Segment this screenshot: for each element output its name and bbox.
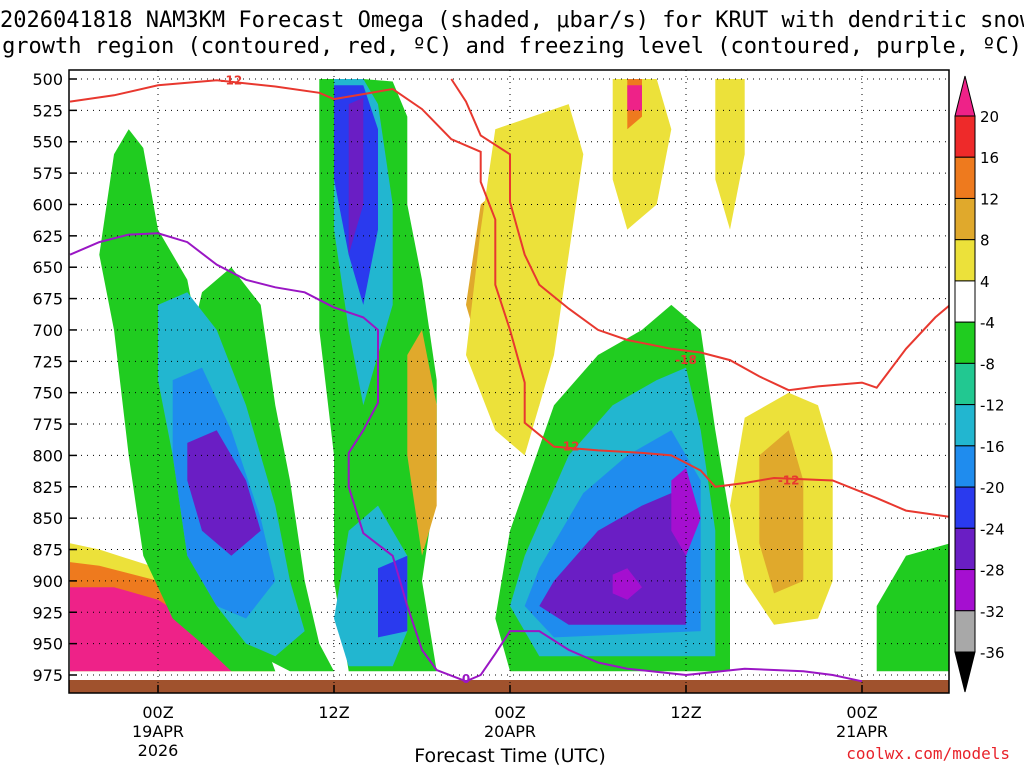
y-tick-label-925: 925 [32, 603, 63, 622]
y-tick-label-850: 850 [32, 509, 63, 528]
y-tick-label-600: 600 [32, 195, 63, 214]
y-tick-label-875: 875 [32, 541, 63, 560]
omega-region-14 [407, 329, 437, 556]
omega-region-25 [612, 568, 642, 600]
colorbar-bin-12 [954, 569, 976, 612]
y-tick-label-725: 725 [32, 352, 63, 371]
colorbar-label-6: -8 [980, 355, 995, 373]
x-tick-date-0: 19APR [132, 722, 184, 741]
x-tick-label-48: 00Z [846, 703, 877, 722]
y-tick-label-700: 700 [32, 321, 63, 340]
colorbar-label-3: 8 [980, 232, 990, 250]
colorbar-label-13: -36 [980, 644, 1005, 662]
x-tick-label-36: 12Z [670, 703, 701, 722]
colorbar-label-8: -16 [980, 438, 1005, 456]
contour-label-1: -18 [675, 353, 697, 367]
y-tick-label-675: 675 [32, 290, 63, 309]
contour-label-4: 0 [462, 672, 470, 686]
contour-label-0: -12 [220, 73, 242, 87]
omega-region-7 [187, 430, 261, 556]
colorbar-bin-7 [954, 362, 976, 406]
colorbar-label-0: 20 [980, 108, 999, 126]
colorbar-label-5: -4 [980, 314, 995, 332]
colorbar-bin-5 [954, 280, 976, 323]
x-tick-label-12: 12Z [318, 703, 349, 722]
y-tick-label-750: 750 [32, 384, 63, 403]
colorbar-label-9: -20 [980, 479, 1005, 497]
colorbar-bin-4 [954, 239, 976, 282]
colorbar-bin-6 [954, 321, 976, 364]
site-credit: coolwx.com/models [846, 744, 1010, 763]
colorbar-top-arrow [954, 75, 976, 117]
omega-region-27 [759, 430, 804, 594]
colorbar-bin-8 [954, 404, 976, 447]
dendritic-contour--12-0 [69, 79, 949, 518]
colorbar-label-11: -28 [980, 562, 1005, 580]
y-tick-label-525: 525 [32, 101, 63, 120]
terrain-band [69, 680, 949, 693]
y-tick-label-500: 500 [32, 70, 63, 89]
y-tick-label-950: 950 [32, 635, 63, 654]
omega-region-19 [627, 85, 642, 111]
dendritic-contour--18-1 [450, 78, 949, 392]
omega-region-24 [671, 468, 701, 556]
omega-region-2 [70, 587, 232, 672]
colorbar-label-7: -12 [980, 397, 1005, 415]
y-tick-label-775: 775 [32, 415, 63, 434]
colorbar-label-2: 12 [980, 190, 999, 208]
omega-region-29 [715, 79, 745, 230]
contour-label-3: -12 [778, 474, 800, 488]
chart-title-line-1: 2026041818 NAM3KM Forecast Omega (shaded… [0, 8, 1024, 33]
y-tick-label-550: 550 [32, 133, 63, 152]
y-tick-label-800: 800 [32, 446, 63, 465]
chart-title-line-2: growth region (contoured, red, ºC) and f… [2, 34, 1022, 59]
x-tick-date-48: 21APR [836, 722, 888, 741]
colorbar-label-1: 16 [980, 149, 999, 167]
x-tick-label-24: 00Z [494, 703, 525, 722]
y-tick-label-625: 625 [32, 227, 63, 246]
y-tick-label-825: 825 [32, 478, 63, 497]
x-tick-year-0: 2026 [138, 741, 179, 760]
y-tick-label-975: 975 [32, 666, 63, 685]
omega-region-16 [466, 104, 584, 456]
omega-region-13 [378, 555, 408, 638]
y-tick-label-900: 900 [32, 572, 63, 591]
colorbar-label-10: -24 [980, 520, 1005, 538]
omega-region-11 [348, 97, 364, 255]
x-axis-label: Forecast Time (UTC) [414, 745, 606, 767]
colorbar-bin-10 [954, 486, 976, 529]
colorbar-bin-9 [954, 445, 976, 488]
x-tick-label-0: 00Z [142, 703, 173, 722]
colorbar-bin-11 [954, 527, 976, 571]
omega-region-23 [539, 493, 686, 625]
x-tick-date-24: 20APR [484, 722, 536, 741]
colorbar-bin-3 [954, 197, 976, 241]
colorbar-label-12: -32 [980, 603, 1005, 621]
y-tick-label-650: 650 [32, 258, 63, 277]
colorbar-bin-2 [954, 156, 976, 199]
colorbar-bin-13 [954, 610, 976, 653]
y-tick-label-575: 575 [32, 164, 63, 183]
contour-label-2: -12 [558, 440, 580, 454]
colorbar-bin-1 [954, 115, 976, 158]
freezing-contour-0-0 [69, 232, 863, 683]
plot-frame [68, 69, 950, 694]
colorbar-bottom-arrow [954, 651, 976, 693]
colorbar-label-4: 4 [980, 273, 990, 291]
omega-region-28 [876, 543, 949, 672]
